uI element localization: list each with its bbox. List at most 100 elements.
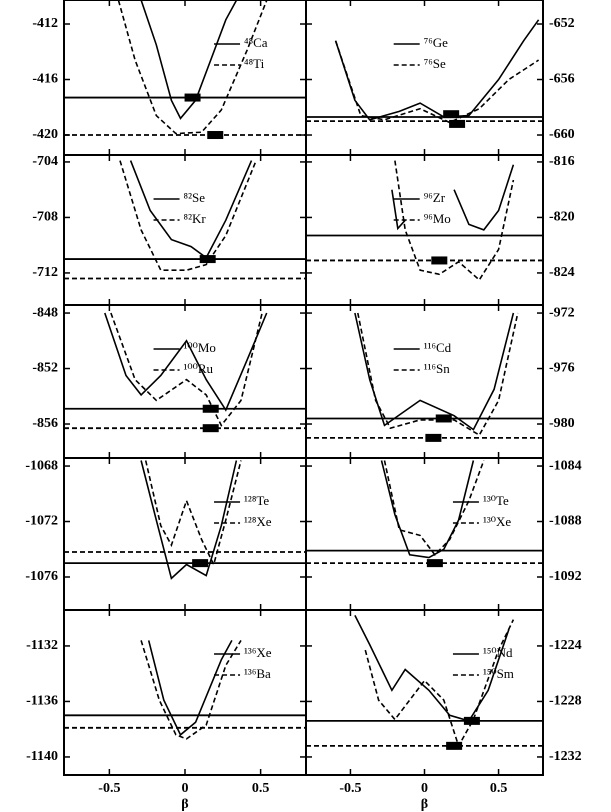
panel [64, 460, 306, 580]
curve [140, 0, 238, 120]
y-tick-label: -712 [32, 265, 58, 280]
legend-label: ¹³⁶Ba [244, 666, 271, 681]
curve [110, 312, 263, 427]
legend-label: ¹¹⁶Sn [424, 361, 451, 376]
panel [306, 615, 543, 750]
marker [426, 559, 443, 568]
y-tick-label: -1092 [549, 569, 582, 584]
legend-label: ¹⁰⁰Mo [184, 340, 216, 355]
legend-label: ¹²⁸Te [244, 493, 269, 508]
panel-frame [63, 457, 307, 611]
panel-frame [63, 609, 307, 776]
legend-label: ⁸²Se [184, 190, 206, 205]
panel-frame [63, 154, 307, 306]
x-tick-label: 0 [182, 781, 189, 796]
panel-frame [305, 457, 544, 611]
y-tick-label: -412 [32, 16, 58, 31]
y-tick-label: -1068 [25, 458, 58, 473]
y-tick-label: -704 [32, 154, 58, 169]
legend-label: ¹³⁶Xe [244, 645, 272, 660]
marker [463, 716, 480, 725]
legend-label: ⁸²Kr [184, 211, 207, 226]
curve [394, 160, 515, 282]
panel [306, 160, 543, 282]
marker [202, 404, 219, 413]
legend-label: ¹²⁸Xe [244, 514, 272, 529]
y-tick-label: -1140 [26, 749, 58, 764]
curve [357, 312, 519, 437]
y-tick-label: -1136 [26, 694, 58, 709]
y-tick-label: -856 [32, 416, 58, 431]
panel-frame [63, 304, 307, 459]
y-tick-label: -660 [549, 127, 575, 142]
legend-label: ⁹⁶Zr [424, 190, 446, 205]
panel-frame [305, 154, 544, 306]
curve [334, 19, 540, 121]
legend-label: ¹³⁰Te [483, 493, 509, 508]
legend-label: ¹¹⁶Cd [424, 340, 452, 355]
y-tick-label: -708 [32, 210, 58, 225]
legend-label: ¹⁵⁰Nd [483, 645, 513, 660]
panel [306, 460, 543, 568]
x-axis-label: β [421, 797, 428, 812]
panel-frame [305, 0, 544, 156]
panel [64, 639, 306, 740]
panel [306, 19, 543, 128]
x-tick-label: -0.5 [339, 781, 361, 796]
marker [446, 741, 463, 750]
marker [199, 255, 216, 264]
curve [119, 160, 257, 271]
y-tick-label: -1224 [549, 638, 582, 653]
curve [117, 0, 268, 135]
curve [380, 460, 475, 559]
y-tick-label: -416 [32, 72, 58, 87]
legend-label: ¹⁰⁰Ru [184, 361, 214, 376]
panel [64, 160, 306, 280]
y-tick-label: -976 [549, 361, 575, 376]
legend-label: ⁷⁶Ge [424, 35, 448, 50]
y-tick-label: -824 [549, 265, 575, 280]
y-tick-label: -852 [32, 361, 58, 376]
x-tick-label: 0 [421, 781, 428, 796]
curve [334, 40, 540, 124]
y-tick-label: -848 [32, 305, 58, 320]
curve [140, 460, 238, 580]
curve [140, 639, 242, 740]
panel [306, 312, 543, 442]
y-tick-label: -1088 [549, 514, 582, 529]
y-tick-label: -1232 [549, 749, 582, 764]
curve [129, 160, 253, 259]
marker [443, 110, 460, 119]
marker [431, 256, 448, 265]
panel-frame [305, 304, 544, 459]
panel-frame [63, 0, 307, 156]
marker [207, 131, 224, 140]
y-tick-label: -652 [549, 16, 575, 31]
y-tick-label: -1076 [25, 569, 58, 584]
y-tick-label: -820 [549, 210, 575, 225]
curve [364, 619, 515, 748]
curve [104, 312, 268, 412]
curve [383, 460, 485, 557]
y-tick-label: -1132 [26, 638, 58, 653]
marker [184, 93, 201, 102]
y-tick-label: -1072 [25, 514, 58, 529]
legend-label: ⁴⁸Ca [244, 35, 268, 50]
marker [425, 433, 442, 442]
legend-label: ¹³⁰Xe [483, 514, 511, 529]
y-tick-label: -656 [549, 72, 575, 87]
x-tick-label: 0.5 [252, 781, 270, 796]
x-axis-label: β [181, 797, 188, 812]
legend-label: ¹⁵⁰Sm [483, 666, 514, 681]
panel-frame [305, 609, 544, 776]
y-tick-label: -816 [549, 154, 575, 169]
curve [391, 164, 515, 231]
legend-label: ⁹⁶Mo [424, 211, 451, 226]
marker [449, 119, 466, 128]
x-tick-label: 0.5 [490, 781, 508, 796]
panel [64, 312, 306, 433]
y-tick-label: -972 [549, 305, 575, 320]
marker [202, 424, 219, 433]
legend-label: ⁴⁸Ti [244, 56, 265, 71]
